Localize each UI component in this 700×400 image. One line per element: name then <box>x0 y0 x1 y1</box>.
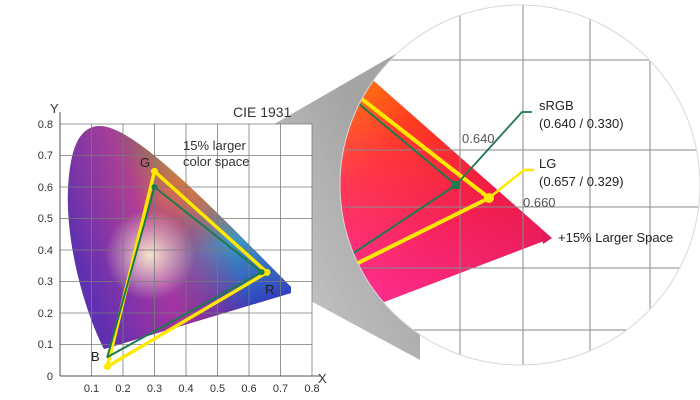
srgb-callout-line <box>455 111 532 186</box>
srgb-gamut-triangle <box>106 186 263 359</box>
lens-rim <box>339 4 700 366</box>
x-tick-label: 0.3 <box>147 383 162 395</box>
lg-zoom-point <box>484 193 494 203</box>
x-tick-label: 0.1 <box>84 383 99 395</box>
y-tick-label: 0 <box>47 371 53 383</box>
x-tick-labels: 0.1 0.2 0.3 0.4 0.5 0.6 0.7 0.8 <box>84 383 320 395</box>
larger-space-label: +15% Larger Space <box>558 230 673 245</box>
zoom-tick-640: 0.640 <box>462 131 495 146</box>
y-tick-label: 0.6 <box>38 182 53 194</box>
srgb-label: sRGB <box>539 98 574 113</box>
srgb-green-point <box>151 184 158 190</box>
vertex-label-b: B <box>91 349 100 364</box>
vertex-label-g: G <box>140 155 150 170</box>
y-axis-label: Y <box>50 101 59 116</box>
srgb-value: (0.640 / 0.330) <box>539 116 624 131</box>
y-tick-label: 0.7 <box>38 150 53 162</box>
larger-space-arrow <box>542 232 552 244</box>
y-tick-label: 0.5 <box>38 213 53 225</box>
x-tick-label: 0.7 <box>273 383 288 395</box>
y-tick-labels: 0 0.1 0.2 0.3 0.4 0.5 0.6 0.7 0.8 <box>38 119 53 383</box>
plot-grid <box>60 123 313 376</box>
zoom-tick-660: 0.660 <box>523 195 556 210</box>
zoom-lens: 0.640 0.660 sRGB (0.640 / 0.330) LG (0.6… <box>339 4 700 366</box>
chart-title: CIE 1931 <box>233 104 292 120</box>
x-tick-label: 0.2 <box>115 383 130 395</box>
annotation-line-1: 15% larger <box>183 138 247 153</box>
x-tick-label: 0.4 <box>178 383 193 395</box>
lg-value: (0.657 / 0.329) <box>539 174 624 189</box>
y-tick-label: 0.8 <box>38 119 53 131</box>
vertex-label-r: R <box>265 282 274 297</box>
x-tick-label: 0.8 <box>304 383 319 395</box>
srgb-red-point <box>258 269 265 276</box>
lg-callout-line <box>488 168 534 199</box>
x-axis-label: X <box>318 371 327 386</box>
lg-green-point <box>151 167 158 175</box>
y-tick-label: 0.2 <box>38 308 53 320</box>
annotation-line-2: color space <box>183 154 249 169</box>
zoom-lg-lines <box>340 80 491 274</box>
y-tick-label: 0.4 <box>38 245 53 257</box>
cie-chart: Y X 0 0.1 0.2 0.3 0.4 0.5 0.6 0.7 0.8 0.… <box>38 101 327 395</box>
lg-blue-point <box>103 363 111 371</box>
srgb-zoom-point <box>452 181 460 189</box>
y-tick-label: 0.3 <box>38 276 53 288</box>
lg-red-point <box>263 268 271 276</box>
y-tick-label: 0.1 <box>38 339 53 351</box>
lg-label: LG <box>539 156 556 171</box>
x-tick-label: 0.5 <box>210 383 225 395</box>
x-tick-label: 0.6 <box>241 383 256 395</box>
